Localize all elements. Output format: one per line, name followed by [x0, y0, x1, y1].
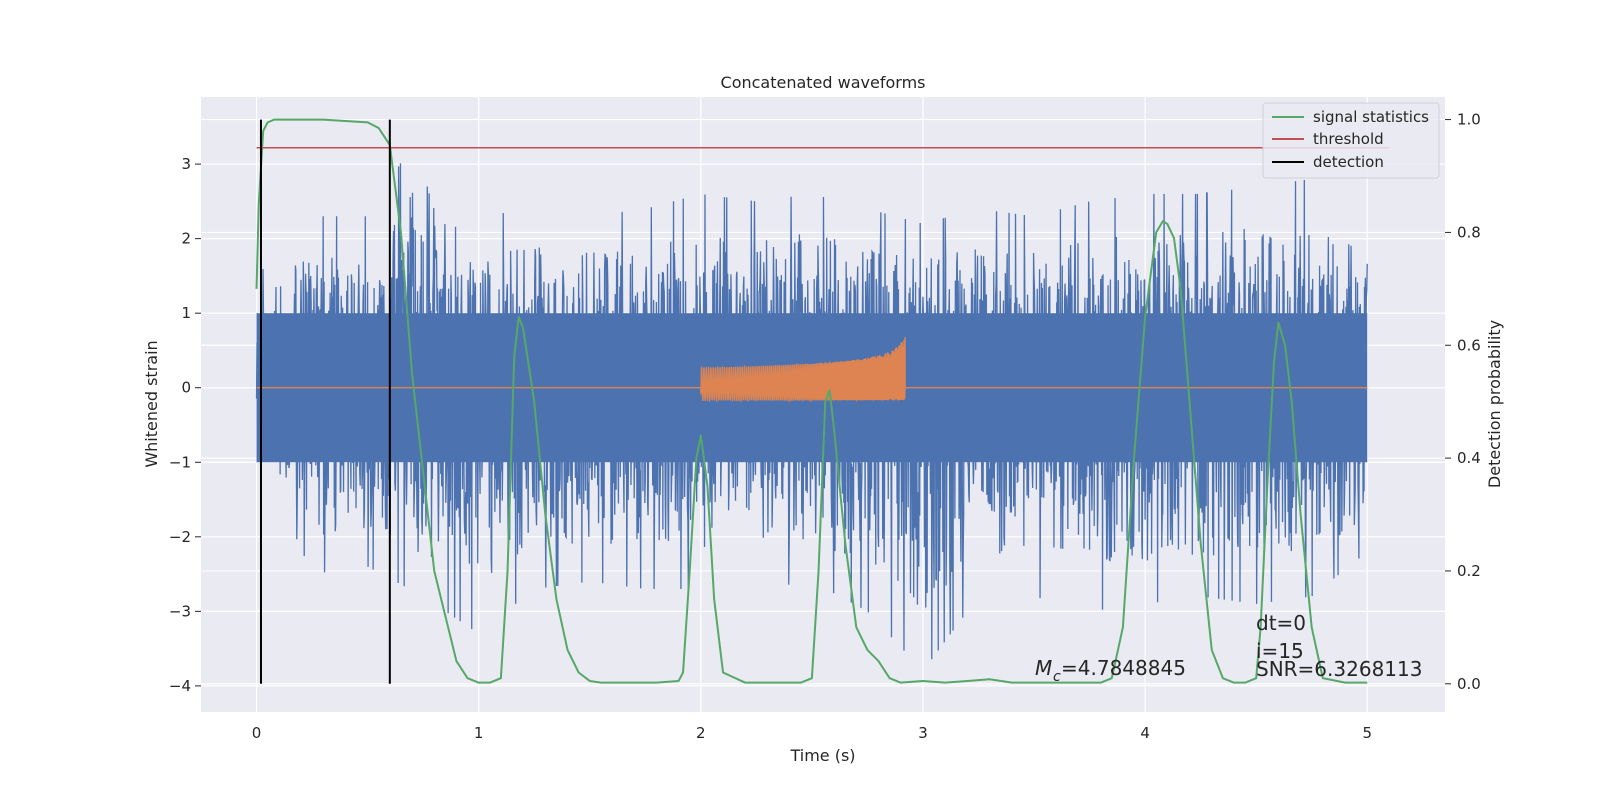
legend-label-signal-statistics: signal statistics — [1313, 108, 1429, 126]
x-tick-label: 1 — [474, 724, 484, 742]
y-left-tick-label: −1 — [169, 453, 191, 471]
y-left-tick-label: −2 — [169, 528, 191, 546]
y-left-tick-label: 3 — [181, 155, 191, 173]
y-left-tick-label: 2 — [181, 230, 191, 248]
signal-statistics-line — [255, 118, 1368, 684]
y-left-tick-labels: −4 −3 −2 −1 0 1 2 3 — [169, 155, 201, 695]
y-right-tick-labels: 0.0 0.2 0.4 0.6 0.8 1.0 — [1445, 111, 1481, 693]
mc-annotation: M c =4.7848845 — [1035, 656, 1186, 685]
x-tick-label: 3 — [918, 724, 928, 742]
chart-title: Concatenated waveforms — [721, 73, 926, 92]
mc-value: =4.7848845 — [1061, 656, 1186, 680]
y-right-tick-label: 0.6 — [1457, 336, 1481, 354]
x-tick-label: 0 — [252, 724, 262, 742]
y-left-axis-label: Whitened strain — [142, 340, 161, 467]
x-tick-label: 5 — [1362, 724, 1372, 742]
x-tick-labels: 0 1 2 3 4 5 — [252, 724, 1372, 742]
detection-layer — [259, 119, 391, 684]
y-right-tick-label: 0.8 — [1457, 223, 1481, 241]
mc-subscript: c — [1053, 669, 1061, 685]
y-right-tick-label: 0.2 — [1457, 562, 1481, 580]
y-right-tick-label: 0.0 — [1457, 675, 1481, 693]
signal-statistics-layer — [255, 118, 1368, 684]
x-tick-label: 4 — [1140, 724, 1150, 742]
y-left-tick-label: −4 — [169, 677, 191, 695]
legend: signal statistics threshold detection — [1262, 102, 1440, 179]
injection-line — [256, 337, 1368, 404]
y-left-tick-label: 0 — [181, 379, 191, 397]
x-tick-label: 2 — [696, 724, 706, 742]
mc-symbol: M — [1035, 656, 1052, 680]
legend-box — [1262, 102, 1440, 179]
injection-series — [256, 337, 1368, 404]
y-right-tick-label: 0.4 — [1457, 449, 1481, 467]
dt-annotation: dt=0 — [1256, 611, 1306, 635]
y-left-tick-label: −3 — [169, 602, 191, 620]
y-right-axis-label: Detection probability — [1485, 320, 1504, 488]
y-right-tick-label: 1.0 — [1457, 111, 1481, 129]
snr-annotation: SNR=6.3268113 — [1256, 657, 1422, 681]
x-axis-label: Time (s) — [789, 746, 855, 765]
legend-label-threshold: threshold — [1313, 130, 1384, 148]
i-annotation: i=15 — [1256, 639, 1304, 663]
y-left-tick-label: 1 — [181, 304, 191, 322]
legend-label-detection: detection — [1313, 153, 1384, 171]
